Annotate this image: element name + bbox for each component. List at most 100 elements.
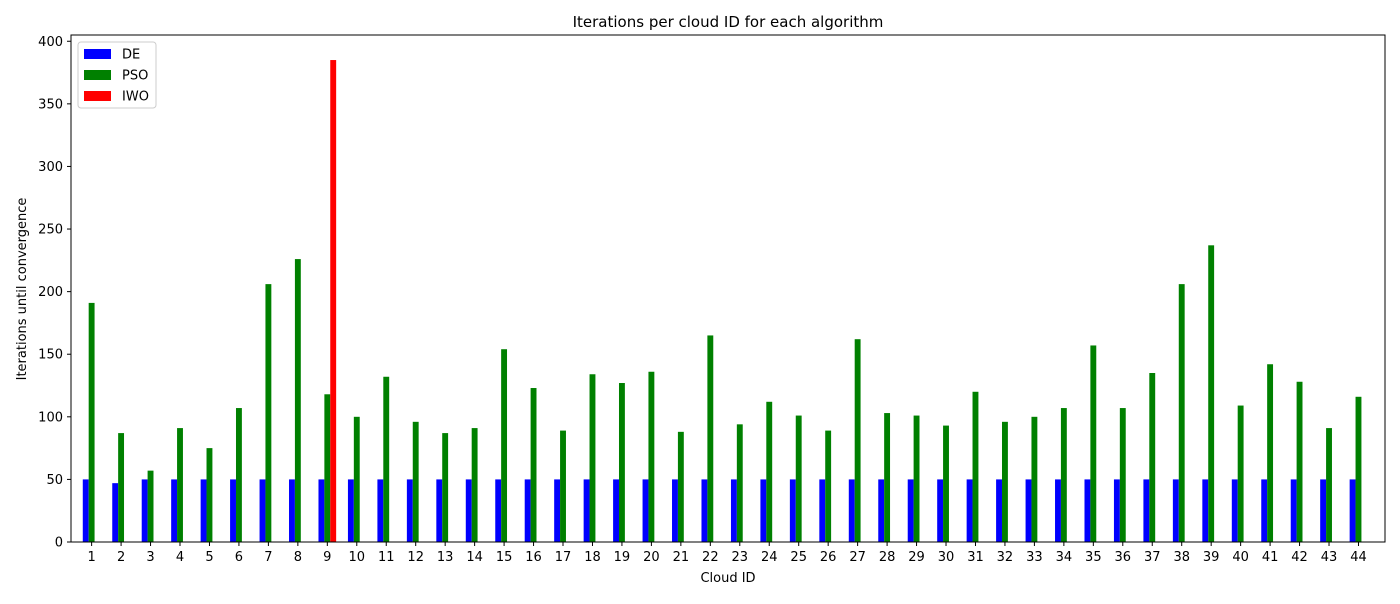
x-tick-label-12: 12 <box>407 550 424 565</box>
bar-pso-35 <box>1090 345 1097 542</box>
bar-pso-44 <box>1355 396 1362 542</box>
x-tick-label-1: 1 <box>87 550 95 565</box>
bar-de-43 <box>1320 479 1327 542</box>
y-tick-label-150: 150 <box>38 348 63 363</box>
x-tick-label-4: 4 <box>176 550 184 565</box>
x-tick-label-28: 28 <box>879 550 896 565</box>
y-axis-label: Iterations until convergence <box>15 198 30 381</box>
bar-pso-17 <box>560 430 566 542</box>
x-tick-label-18: 18 <box>584 550 601 565</box>
bar-pso-14 <box>471 428 478 542</box>
x-tick-label-22: 22 <box>702 550 719 565</box>
bar-pso-21 <box>677 431 684 542</box>
bar-pso-41 <box>1267 364 1274 542</box>
bar-pso-10 <box>353 416 360 542</box>
bar-pso-40 <box>1237 405 1244 542</box>
x-tick-label-5: 5 <box>205 550 213 565</box>
bar-pso-37 <box>1149 373 1156 542</box>
x-tick-label-43: 43 <box>1321 550 1338 565</box>
y-tick-label-250: 250 <box>38 223 63 238</box>
bar-pso-6 <box>235 408 242 542</box>
bar-pso-18 <box>589 374 596 542</box>
x-tick-label-41: 41 <box>1262 550 1279 565</box>
bar-de-5 <box>200 479 207 542</box>
bar-pso-26 <box>825 430 832 542</box>
bar-pso-31 <box>972 391 979 542</box>
bar-de-41 <box>1261 479 1268 542</box>
x-tick-label-20: 20 <box>643 550 660 565</box>
bar-de-21 <box>672 479 678 542</box>
bar-pso-19 <box>618 383 625 542</box>
x-tick-label-3: 3 <box>146 550 154 565</box>
bar-pso-32 <box>1002 421 1008 542</box>
x-tick-label-36: 36 <box>1115 550 1132 565</box>
bar-de-12 <box>406 479 413 542</box>
bar-de-7 <box>259 479 266 542</box>
bar-de-1 <box>82 479 89 542</box>
bar-de-20 <box>642 479 649 542</box>
bar-pso-13 <box>442 433 449 542</box>
bar-de-23 <box>730 479 737 542</box>
bar-de-2 <box>112 483 119 542</box>
x-axis-label: Cloud ID <box>700 571 755 586</box>
bar-pso-28 <box>884 413 891 542</box>
bar-de-13 <box>436 479 443 542</box>
bar-pso-12 <box>412 421 419 542</box>
bar-pso-9 <box>324 394 331 542</box>
bar-pso-2 <box>118 433 125 542</box>
x-tick-label-26: 26 <box>820 550 837 565</box>
bar-de-34 <box>1055 479 1061 542</box>
x-tick-label-40: 40 <box>1232 550 1249 565</box>
x-tick-label-37: 37 <box>1144 550 1161 565</box>
bar-de-35 <box>1084 479 1091 542</box>
bar-de-9 <box>318 479 325 542</box>
bar-pso-3 <box>147 470 154 542</box>
bar-de-16 <box>524 479 531 542</box>
bar-pso-23 <box>736 424 743 542</box>
x-tick-label-39: 39 <box>1203 550 1220 565</box>
x-tick-label-21: 21 <box>673 550 690 565</box>
bar-pso-11 <box>383 376 390 542</box>
legend-label-iwo: IWO <box>122 90 149 105</box>
bar-de-22 <box>701 479 708 542</box>
bar-iwo-9 <box>330 60 337 542</box>
x-tick-label-15: 15 <box>496 550 513 565</box>
x-tick-label-23: 23 <box>732 550 749 565</box>
chart-title: Iterations per cloud ID for each algorit… <box>573 13 884 31</box>
legend-label-de: DE <box>122 48 140 63</box>
bar-de-10 <box>347 479 354 542</box>
bar-pso-39 <box>1208 245 1215 542</box>
x-tick-label-2: 2 <box>117 550 125 565</box>
x-tick-label-42: 42 <box>1291 550 1308 565</box>
legend-swatch-de <box>84 49 111 59</box>
bar-pso-30 <box>943 425 949 542</box>
x-tick-label-32: 32 <box>997 550 1014 565</box>
bar-de-11 <box>377 479 384 542</box>
bar-de-26 <box>819 479 826 542</box>
bar-pso-24 <box>766 401 773 542</box>
y-tick-label-350: 350 <box>38 97 63 112</box>
bars-group <box>82 60 1362 542</box>
x-tick-label-17: 17 <box>555 550 572 565</box>
x-tick-label-44: 44 <box>1350 550 1367 565</box>
bar-de-32 <box>996 479 1002 542</box>
bar-de-44 <box>1349 479 1356 542</box>
bar-pso-27 <box>854 339 861 542</box>
bar-de-42 <box>1290 479 1297 542</box>
bar-de-30 <box>937 479 944 542</box>
x-tick-label-30: 30 <box>938 550 955 565</box>
bar-de-24 <box>760 479 767 542</box>
bar-de-18 <box>583 479 590 542</box>
x-tick-label-14: 14 <box>466 550 483 565</box>
bar-de-29 <box>907 479 914 542</box>
x-tick-label-35: 35 <box>1085 550 1102 565</box>
bar-de-19 <box>613 479 619 542</box>
legend-label-pso: PSO <box>122 69 148 84</box>
bar-pso-38 <box>1178 284 1185 542</box>
y-tick-label-100: 100 <box>38 410 63 425</box>
bar-de-8 <box>289 479 295 542</box>
bar-pso-5 <box>206 448 213 542</box>
x-tick-label-24: 24 <box>761 550 778 565</box>
